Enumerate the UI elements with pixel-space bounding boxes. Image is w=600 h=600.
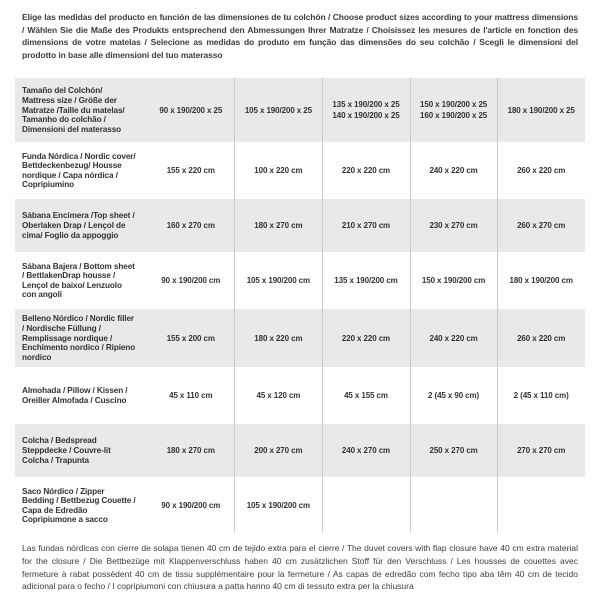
size-line: 150 x 190/200 x 25 (420, 100, 488, 110)
size-cell: 2 (45 x 90 cm) (428, 391, 480, 401)
row-label: Tamaño del Colchón/ Mattress size / Größ… (22, 86, 125, 134)
size-cell: 160 x 270 cm (166, 221, 215, 231)
size-cell: 105 x 190/200 cm (246, 276, 311, 286)
size-cell: 150 x 190/200 x 25 160 x 190/200 x 25 (410, 99, 498, 121)
size-cell: 230 x 270 cm (429, 221, 478, 231)
size-cell: 260 x 270 cm (517, 221, 566, 231)
size-cell: 180 x 270 cm (166, 446, 215, 456)
size-cell: 90 x 190/200 x 25 (159, 105, 223, 115)
size-cell: 105 x 190/200 cm (246, 501, 311, 511)
intro-text: Elige las medidas del producto en funció… (22, 12, 578, 60)
size-cell: 240 x 220 cm (429, 166, 478, 176)
size-cell: 240 x 270 cm (341, 446, 391, 456)
size-cell: 260 x 220 cm (517, 166, 566, 176)
row-label: Funda Nórdica / Nordic cover/ Bettdecken… (22, 151, 136, 190)
size-cell: 100 x 220 cm (254, 166, 303, 176)
table-row-bedspread: Colcha / Bedspread Steppdecke / Couvre-l… (15, 424, 585, 478)
size-line: 160 x 190/200 x 25 (420, 111, 488, 121)
size-cell: 260 x 220 cm (517, 333, 566, 343)
size-cell: 135 x 190/200 cm (334, 276, 398, 286)
size-line: 135 x 190/200 x 25 (332, 100, 400, 110)
row-label: Almohada / Pillow / Kissen / Oreiller Al… (22, 386, 128, 405)
size-cell: 220 x 220 cm (341, 333, 391, 343)
column-divider (322, 78, 323, 533)
row-label: Colcha / Bedspread Steppdecke / Couvre-l… (22, 436, 111, 465)
size-cell: 180 x 220 cm (254, 333, 303, 343)
size-cell: 90 x 190/200 cm (161, 501, 221, 511)
table-row-pillow: Almohada / Pillow / Kissen / Oreiller Al… (15, 369, 585, 422)
size-table: Tamaño del Colchón/ Mattress size / Größ… (15, 78, 585, 533)
size-cell: 2 (45 x 110 cm) (513, 391, 569, 401)
size-cell: 155 x 220 cm (166, 166, 215, 176)
row-label: Saco Nórdico / Zipper Bedding / Bettbezu… (22, 486, 136, 525)
table-row-nordic-filler: Belleno Nórdico / Nordic filler / Nordis… (15, 309, 585, 368)
table-row-zipper-bedding: Saco Nórdico / Zipper Bedding / Bettbezu… (15, 479, 585, 532)
size-cell: 180 x 190/200 cm (509, 276, 573, 286)
size-cell: 240 x 220 cm (429, 333, 478, 343)
size-cell: 180 x 270 cm (254, 221, 303, 231)
size-cell: 90 x 190/200 cm (161, 276, 221, 286)
size-cell: 270 x 270 cm (517, 446, 566, 456)
column-divider (410, 78, 411, 533)
size-cell: 180 x 190/200 x 25 (507, 105, 575, 115)
size-cell: 220 x 220 cm (341, 166, 391, 176)
size-cell: 150 x 190/200 cm (421, 276, 486, 286)
size-cell: 210 x 270 cm (341, 221, 391, 231)
row-label: Belleno Nórdico / Nordic filler / Nordis… (22, 314, 136, 362)
row-label: Sábana Bajera / Bottom sheet / Bettlaken… (22, 261, 135, 300)
size-cell: 250 x 270 cm (429, 446, 478, 456)
column-divider (234, 78, 235, 533)
size-cell: 135 x 190/200 x 25 140 x 190/200 x 25 (322, 99, 410, 121)
column-divider (497, 78, 498, 533)
table-row-bottom-sheet: Sábana Bajera / Bottom sheet / Bettlaken… (15, 254, 585, 307)
size-line: 140 x 190/200 x 25 (332, 111, 400, 121)
table-row-mattress-size: Tamaño del Colchón/ Mattress size / Größ… (15, 78, 585, 143)
size-cell: 200 x 270 cm (254, 446, 303, 456)
table-row-nordic-cover: Funda Nórdica / Nordic cover/ Bettdecken… (15, 144, 585, 197)
footer-note: Las fundas nórdicas con cierre de solapa… (22, 543, 578, 592)
row-label: Sábana Encimera /Top sheet / Oberlaken D… (22, 211, 135, 240)
size-cell: 155 x 200 cm (166, 333, 215, 343)
size-cell: 45 x 120 cm (256, 391, 301, 401)
table-row-top-sheet: Sábana Encimera /Top sheet / Oberlaken D… (15, 199, 585, 253)
size-cell: 105 x 190/200 x 25 (244, 105, 312, 115)
size-cell: 45 x 155 cm (344, 391, 388, 401)
size-cell: 45 x 110 cm (169, 391, 213, 401)
